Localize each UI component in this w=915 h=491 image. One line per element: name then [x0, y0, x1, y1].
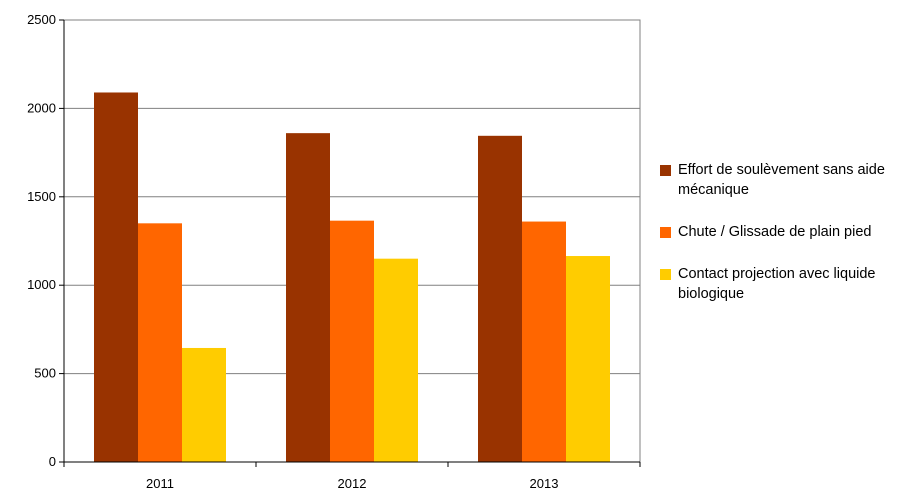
- bar-2013-series-1: [478, 135, 522, 462]
- bars: [94, 92, 610, 463]
- bar-2013-series-3: [566, 256, 610, 462]
- legend-label-biological-liquid: Contact projection avec liquide biologiq…: [678, 266, 876, 302]
- bar-2012-series-1: [286, 133, 330, 463]
- y-tick-label: 1000: [27, 277, 56, 292]
- x-tick-label: 2011: [146, 476, 174, 491]
- x-tick-label: 2013: [530, 476, 559, 491]
- legend-label-fall: Chute / Glissade de plain pied: [678, 224, 872, 240]
- y-tick-label: 0: [49, 454, 56, 469]
- legend: Effort de soulèvement sans aide mécaniqu…: [660, 160, 910, 326]
- bar-2013-series-2: [522, 221, 566, 462]
- bar-2012-series-3: [374, 258, 418, 462]
- legend-item-fall: Chute / Glissade de plain pied: [660, 222, 910, 242]
- bar-2011-series-1: [94, 92, 138, 462]
- legend-swatch-lifting: [660, 165, 671, 176]
- axes: [59, 19, 641, 467]
- x-tick-label: 2012: [338, 476, 367, 491]
- legend-label-lifting: Effort de soulèvement sans aide mécaniqu…: [678, 162, 885, 198]
- tick-labels: 0 500 1000 1500 2000 2500 2011 2012 2013: [27, 12, 558, 491]
- legend-item-lifting: Effort de soulèvement sans aide mécaniqu…: [660, 160, 910, 200]
- bar-2012-series-2: [330, 220, 374, 462]
- bar-2011-series-3: [182, 347, 226, 462]
- bar-2011-series-2: [138, 223, 182, 462]
- legend-item-biological-liquid: Contact projection avec liquide biologiq…: [660, 264, 910, 304]
- y-tick-label: 2500: [27, 12, 56, 27]
- legend-swatch-fall: [660, 227, 671, 238]
- y-tick-label: 1500: [27, 189, 56, 204]
- y-tick-label: 2000: [27, 100, 56, 115]
- y-tick-label: 500: [34, 366, 56, 381]
- legend-swatch-biological-liquid: [660, 269, 671, 280]
